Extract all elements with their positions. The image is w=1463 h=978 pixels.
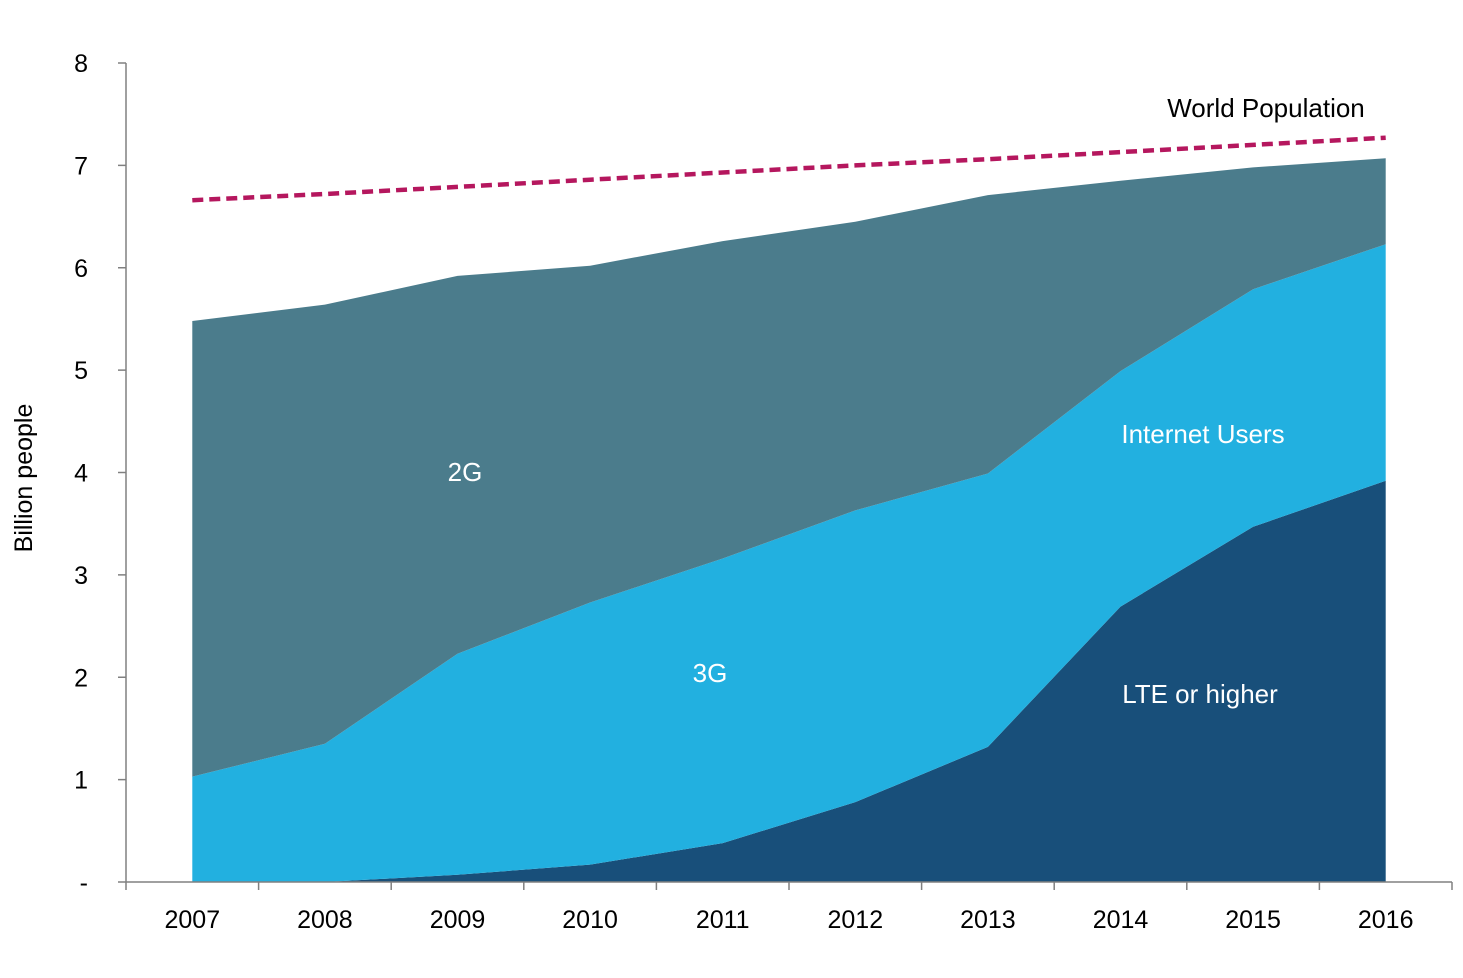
- stacked-areas: [192, 158, 1386, 882]
- y-tick-label: 2: [74, 664, 88, 692]
- y-tick-label: 7: [74, 152, 88, 180]
- x-tick-label: 2011: [696, 906, 750, 934]
- x-tick-label: 2016: [1358, 906, 1414, 934]
- y-tick-label: 8: [74, 50, 88, 78]
- area-2g: [192, 158, 1386, 777]
- y-tick-label: 3: [74, 562, 88, 590]
- y-tick-label: 1: [74, 767, 88, 795]
- world-population-line: [192, 135, 1386, 203]
- x-tick-label: 2015: [1225, 906, 1281, 934]
- area-lte: [192, 480, 1386, 882]
- area-3g: [192, 244, 1386, 882]
- x-tick-label: 2008: [297, 906, 353, 934]
- y-tick-label: -: [80, 869, 88, 897]
- y-tick-label: 6: [74, 255, 88, 283]
- y-tick-label: 4: [74, 460, 88, 488]
- x-tick-label: 2007: [164, 906, 220, 934]
- y-axis-title: Billion people: [10, 404, 38, 553]
- annotation-world-population: World Population: [1167, 93, 1365, 123]
- x-tick-label: 2009: [430, 906, 486, 934]
- x-tick-label: 2010: [562, 906, 618, 934]
- annotation-2g: 2G: [448, 457, 483, 487]
- x-tick-label: 2014: [1093, 906, 1149, 934]
- annotation-lte: LTE or higher: [1122, 679, 1278, 709]
- annotation-3g: 3G: [693, 658, 728, 688]
- axes: [118, 62, 1453, 890]
- annotation-internet-users: Internet Users: [1121, 419, 1284, 449]
- x-tick-label: 2013: [960, 906, 1016, 934]
- y-tick-label: 5: [74, 357, 88, 385]
- tick-labels: - 1 2 3 4 5 6 7 8 2007 2008 2009 2010 2011 2012 2013 201…: [74, 50, 1413, 934]
- x-tick-label: 2012: [827, 906, 883, 934]
